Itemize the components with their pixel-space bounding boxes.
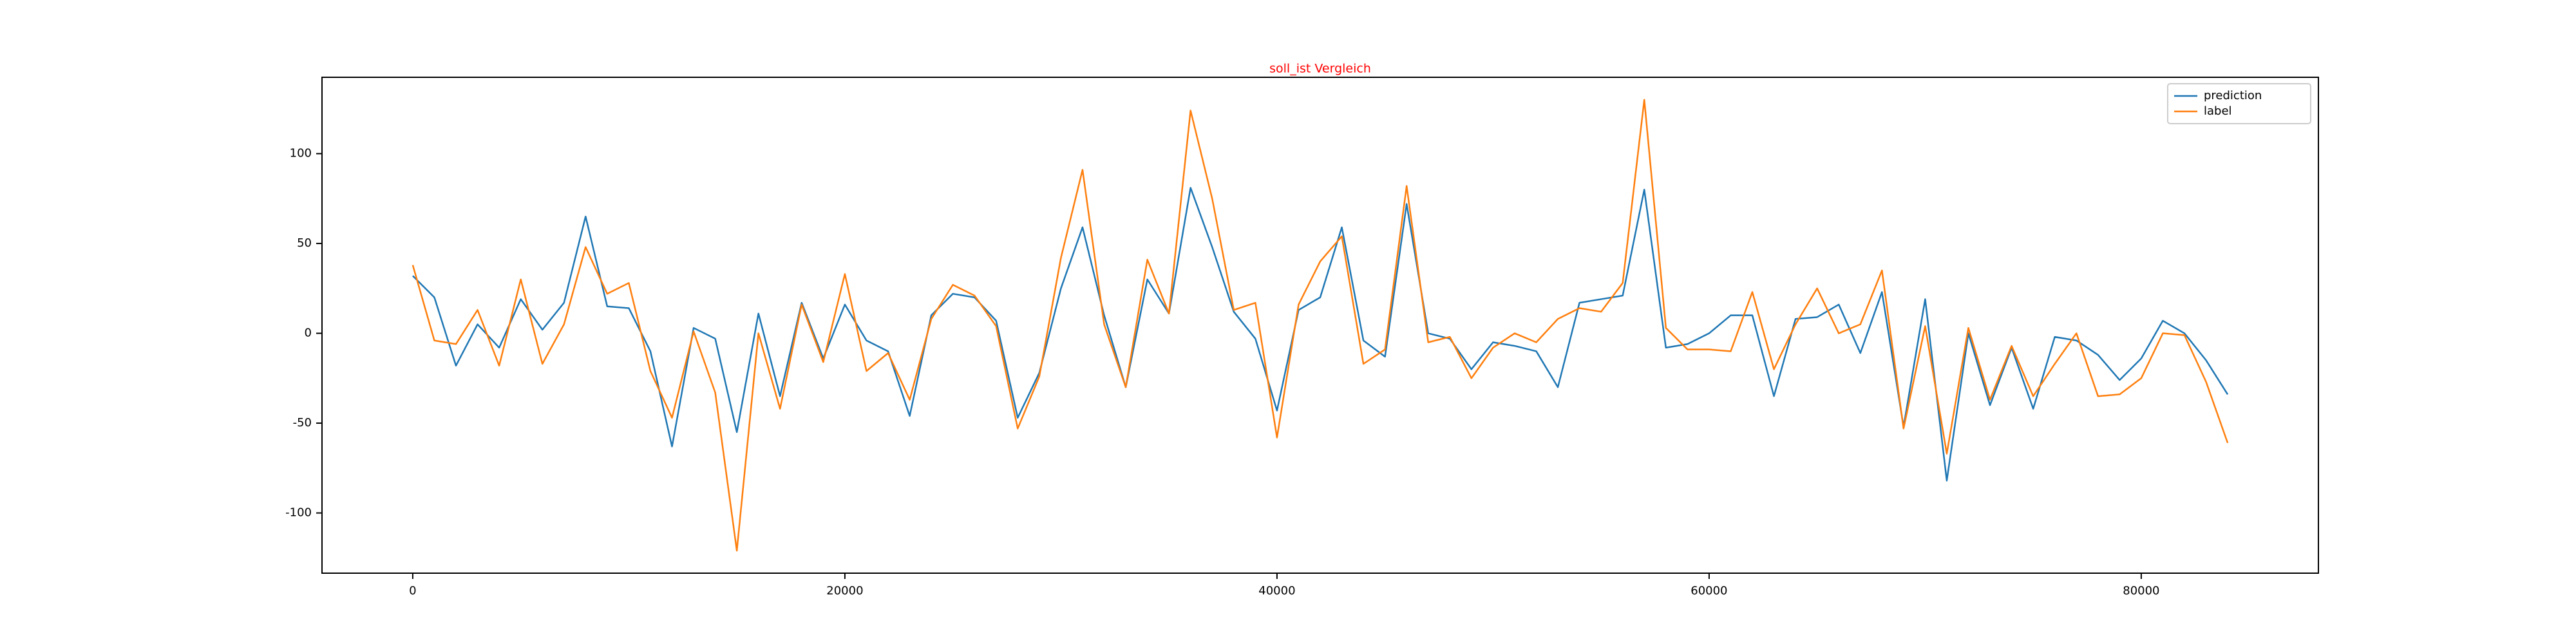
chart-title: soll_ist Vergleich	[1269, 62, 1371, 76]
y-tick-label: 0	[305, 327, 312, 340]
series-line	[412, 99, 2229, 552]
legend-label: prediction	[2204, 89, 2262, 102]
x-tick-label: 0	[409, 584, 416, 598]
y-tick-label: -100	[285, 506, 312, 520]
plot-frame	[321, 77, 2319, 574]
y-tick-label: -50	[293, 416, 312, 430]
y-tick-label: 100	[290, 147, 312, 160]
x-tick-label: 20000	[826, 584, 863, 598]
y-tick-label: 50	[297, 236, 312, 250]
legend-box	[2167, 83, 2311, 124]
legend-label: label	[2204, 104, 2232, 118]
x-tick-label: 60000	[1690, 584, 1727, 598]
x-tick-label: 40000	[1258, 584, 1295, 598]
x-tick-label: 80000	[2123, 584, 2159, 598]
series-line	[412, 187, 2229, 482]
